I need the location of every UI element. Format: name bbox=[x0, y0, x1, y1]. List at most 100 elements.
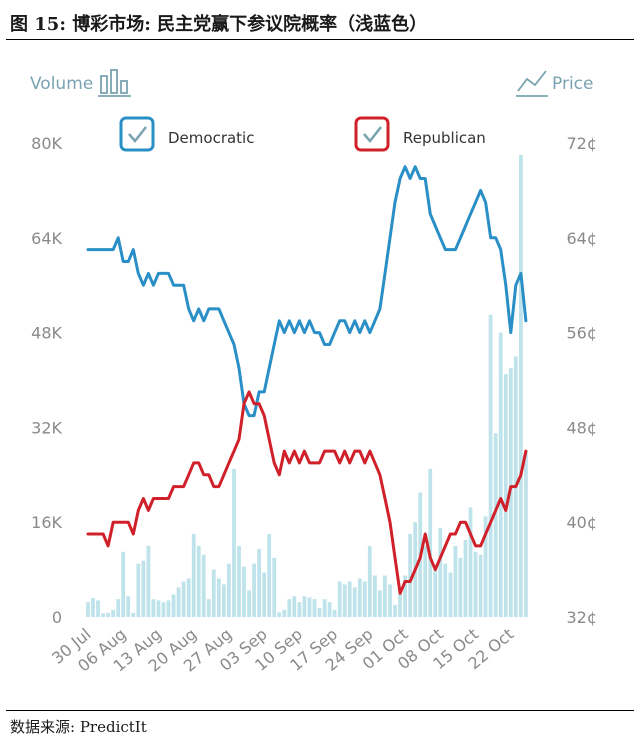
volume-bar bbox=[96, 600, 100, 617]
y-right-tick-label: 48¢ bbox=[566, 418, 597, 437]
right-axis: 32¢ 40¢ 48¢ 56¢ 64¢ 72¢ bbox=[566, 134, 597, 627]
volume-bar bbox=[317, 608, 322, 617]
price-lines bbox=[86, 165, 528, 595]
volume-bar bbox=[337, 581, 342, 617]
volume-bar bbox=[141, 560, 146, 617]
volume-bar bbox=[403, 575, 407, 617]
volume-bar bbox=[131, 612, 136, 617]
volume-bar bbox=[347, 581, 352, 617]
volume-bar bbox=[519, 154, 523, 617]
volume-bar bbox=[443, 563, 448, 617]
volume-bar bbox=[362, 581, 367, 617]
volume-bar bbox=[373, 575, 377, 617]
check-icon bbox=[128, 126, 147, 143]
volume-bar bbox=[277, 612, 282, 617]
source-note: 数据来源: PredictIt bbox=[10, 718, 147, 736]
volume-bar bbox=[101, 613, 105, 617]
volume-bar bbox=[393, 605, 397, 617]
legend-item-democratic[interactable]: Democratic bbox=[119, 116, 254, 152]
legend: Democratic Republican bbox=[119, 116, 486, 152]
volume-bar bbox=[473, 551, 478, 617]
volume-bar bbox=[493, 433, 498, 617]
volume-bar bbox=[186, 578, 191, 617]
legend-label-democratic: Democratic bbox=[168, 129, 254, 147]
volume-bar bbox=[357, 578, 362, 617]
volume-bar bbox=[86, 602, 90, 617]
price-header-label: Price bbox=[552, 74, 593, 94]
volume-bar bbox=[307, 597, 312, 617]
volume-bar bbox=[297, 602, 302, 617]
y-right-tick-label: 32¢ bbox=[566, 608, 597, 627]
volume-bar bbox=[498, 332, 503, 617]
volume-bars bbox=[86, 154, 528, 618]
legend-label-republican: Republican bbox=[403, 129, 486, 147]
y-left-tick-label: 0 bbox=[52, 608, 62, 627]
volume-bar bbox=[247, 590, 251, 617]
volume-bar bbox=[448, 572, 453, 617]
y-right-tick-label: 40¢ bbox=[566, 513, 597, 532]
volume-bar bbox=[206, 599, 211, 617]
y-left-tick-label: 32K bbox=[31, 418, 62, 437]
volume-bar bbox=[257, 548, 261, 617]
y-right-tick-label: 72¢ bbox=[566, 134, 597, 153]
volume-bar bbox=[458, 557, 463, 618]
volume-bar bbox=[428, 468, 433, 617]
volume-bar bbox=[191, 534, 196, 617]
volume-bar bbox=[322, 599, 327, 617]
volume-bar bbox=[272, 557, 277, 618]
volume-bar bbox=[262, 572, 266, 617]
volume-bar bbox=[312, 599, 317, 617]
volume-bar bbox=[126, 596, 131, 617]
volume-bar bbox=[181, 581, 186, 617]
legend-item-republican[interactable]: Republican bbox=[354, 116, 486, 152]
volume-bar bbox=[136, 563, 141, 617]
volume-bar bbox=[503, 374, 508, 617]
volume-header-label: Volume bbox=[30, 74, 93, 94]
volume-bar bbox=[176, 587, 181, 617]
volume-bar bbox=[106, 612, 110, 617]
figure-title: 图 15: 博彩市场: 民主党赢下参议院概率（浅蓝色） bbox=[10, 14, 428, 35]
volume-bar bbox=[332, 609, 337, 617]
volume-bar bbox=[383, 575, 387, 617]
volume-bar bbox=[252, 563, 256, 617]
line-chart-icon bbox=[516, 70, 548, 97]
volume-bar bbox=[196, 545, 201, 617]
volume-bar bbox=[408, 534, 412, 617]
republican-line bbox=[86, 390, 528, 595]
volume-bar bbox=[463, 540, 468, 617]
volume-bar bbox=[433, 569, 438, 617]
volume-bar bbox=[267, 534, 272, 617]
volume-bar bbox=[488, 314, 493, 617]
volume-bar bbox=[453, 545, 458, 617]
volume-bar bbox=[227, 563, 231, 617]
volume-bar bbox=[121, 551, 126, 617]
volume-bar bbox=[91, 598, 95, 617]
republican-checkbox[interactable] bbox=[354, 116, 390, 152]
top-rule bbox=[6, 39, 634, 40]
volume-bar bbox=[478, 554, 483, 617]
bottom-rule bbox=[6, 710, 634, 711]
volume-bar bbox=[111, 609, 115, 617]
democratic-line bbox=[86, 165, 528, 418]
volume-bar bbox=[483, 516, 488, 617]
y-right-tick-label: 64¢ bbox=[566, 229, 597, 248]
volume-bar bbox=[116, 599, 121, 617]
volume-bar bbox=[287, 599, 292, 617]
volume-bar bbox=[201, 554, 206, 617]
volume-bar bbox=[367, 545, 372, 617]
volume-bar bbox=[524, 451, 528, 617]
volume-bar bbox=[146, 545, 151, 617]
volume-bar bbox=[216, 578, 221, 617]
volume-bar bbox=[378, 590, 382, 617]
volume-bar bbox=[282, 609, 287, 617]
y-left-tick-label: 16K bbox=[31, 513, 62, 532]
volume-bar bbox=[161, 602, 166, 617]
y-left-tick-label: 48K bbox=[31, 324, 62, 343]
y-left-tick-label: 64K bbox=[31, 229, 62, 248]
y-left-tick-label: 80K bbox=[31, 134, 62, 153]
volume-bar bbox=[398, 593, 402, 617]
volume-bar bbox=[423, 545, 428, 617]
democratic-checkbox[interactable] bbox=[119, 116, 155, 152]
volume-bar bbox=[151, 599, 156, 617]
